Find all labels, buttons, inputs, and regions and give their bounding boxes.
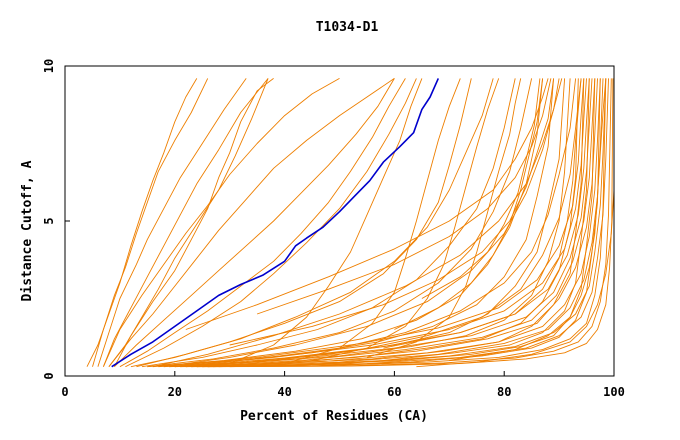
series-line	[97, 78, 247, 367]
series-line	[136, 78, 494, 368]
series-line	[180, 78, 590, 368]
x-axis-ticks: 0 20 40 60 80 100	[61, 371, 625, 399]
y-tick-label: 0	[42, 372, 56, 379]
series-layer	[86, 78, 615, 368]
series-line	[196, 78, 596, 368]
series-line	[102, 78, 269, 367]
series-line	[174, 78, 577, 368]
x-axis-label: Percent of Residues (CA)	[240, 409, 428, 424]
series-line	[174, 78, 587, 368]
series-line	[449, 78, 607, 361]
chart-title: T1034-D1	[316, 20, 379, 35]
series-line	[163, 78, 571, 368]
series-line	[229, 78, 609, 368]
series-line	[92, 78, 209, 367]
y-tick-label: 10	[42, 59, 56, 73]
x-tick-label: 0	[61, 385, 68, 399]
series-line	[284, 78, 461, 365]
series-line	[196, 78, 607, 368]
series-line	[383, 78, 582, 349]
x-tick-label: 20	[168, 385, 182, 399]
plot-frame	[64, 65, 615, 377]
series-line	[185, 78, 549, 330]
series-line	[202, 78, 598, 368]
series-line	[229, 78, 423, 365]
series-line	[130, 78, 472, 368]
series-line	[147, 78, 544, 368]
highlight-layer	[111, 78, 440, 368]
x-tick-label: 80	[497, 385, 511, 399]
series-line	[202, 78, 612, 368]
series-line	[114, 78, 274, 367]
series-line	[108, 78, 395, 367]
y-axis-label: Distance Cutoff, A	[20, 160, 35, 301]
series-line	[152, 78, 555, 368]
series-line	[169, 78, 585, 368]
series-line	[180, 78, 590, 368]
series-line	[163, 78, 560, 368]
series-line	[207, 78, 601, 368]
series-line	[152, 78, 563, 368]
series-line	[114, 78, 395, 368]
series-line	[229, 78, 555, 346]
y-axis-ticks: 0 5 10	[42, 59, 70, 380]
series-line	[256, 78, 552, 315]
x-tick-label: 40	[277, 385, 291, 399]
highlight-series-line	[111, 78, 440, 368]
series-line	[119, 78, 406, 368]
series-line	[191, 78, 601, 368]
series-line	[207, 78, 614, 368]
series-line	[366, 78, 522, 358]
series-line	[147, 78, 533, 368]
series-line	[185, 78, 582, 368]
series-line	[312, 78, 500, 361]
series-line	[394, 78, 544, 330]
y-tick-label: 5	[42, 217, 56, 224]
x-tick-label: 100	[603, 385, 625, 399]
x-tick-label: 60	[387, 385, 401, 399]
series-line	[191, 78, 593, 368]
series-line	[421, 78, 541, 299]
series-line	[125, 78, 417, 368]
series-line	[102, 78, 340, 367]
series-line	[218, 78, 607, 368]
